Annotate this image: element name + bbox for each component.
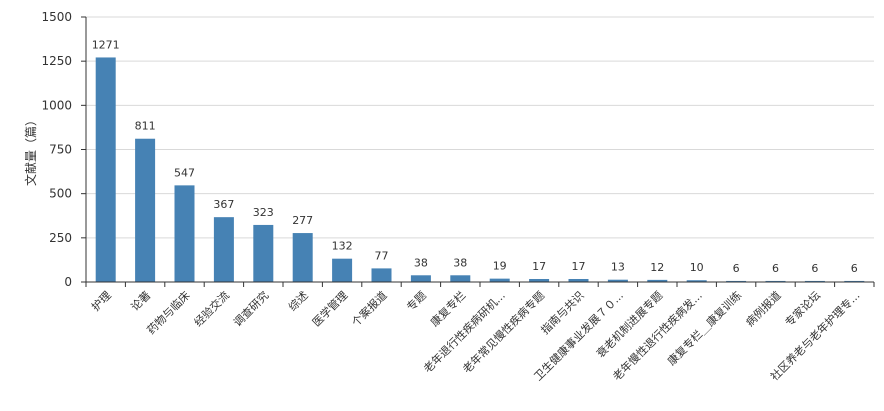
x-tick-label: 康复专栏	[427, 288, 468, 329]
bar-value-label: 547	[174, 166, 195, 179]
gridlines	[86, 16, 874, 239]
bar-value-label: 17	[532, 260, 546, 273]
bar-value-label: 6	[851, 262, 858, 275]
bar[interactable]	[253, 224, 274, 282]
x-tick-label: 专家论坛	[782, 288, 823, 329]
bar-value-label: 277	[292, 214, 313, 227]
bar[interactable]	[765, 280, 786, 282]
bar-value-label: 132	[332, 240, 353, 253]
y-axis-label: 文献量（篇）	[23, 114, 38, 186]
bar[interactable]	[607, 279, 628, 282]
x-tick-label: 调查研究	[230, 288, 271, 329]
x-tick-label: 药物与临床	[144, 288, 193, 337]
bar-value-label: 367	[213, 198, 234, 211]
bar[interactable]	[213, 217, 234, 282]
bar-value-label: 811	[135, 120, 156, 133]
bar[interactable]	[726, 280, 747, 282]
data-labels: 1271 811 547 367 323 277 132 77 38 38 19 17 17 13 12 10…	[92, 38, 858, 274]
bar-value-label: 17	[572, 260, 586, 273]
bar-value-label: 12	[650, 261, 664, 274]
y-tick-label: 250	[49, 231, 72, 245]
bar[interactable]	[95, 57, 116, 282]
bar-value-label: 6	[811, 262, 818, 275]
bar[interactable]	[844, 280, 865, 282]
x-tick-label: 专题	[404, 288, 429, 313]
x-tick-label: 医学管理	[309, 288, 350, 329]
bar[interactable]	[135, 138, 156, 282]
x-tick-label: 病例报道	[743, 288, 784, 329]
y-tick-label: 1250	[41, 54, 72, 68]
bar-value-label: 1271	[92, 38, 120, 51]
x-tick-label: 护理	[88, 288, 113, 313]
bar[interactable]	[371, 268, 392, 282]
y-tick-label: 500	[49, 187, 72, 201]
bar-value-label: 13	[611, 261, 625, 274]
bar[interactable]	[804, 280, 825, 282]
bar[interactable]	[647, 279, 668, 282]
bar[interactable]	[568, 278, 589, 282]
x-tick-label: 个案报道	[349, 288, 390, 329]
x-tick-label: 综述	[285, 288, 310, 313]
bar[interactable]	[529, 278, 550, 282]
bar[interactable]	[174, 185, 195, 282]
bar[interactable]	[489, 278, 510, 282]
bar[interactable]	[292, 233, 313, 282]
y-axis-ticks: 0 250 500 750 1000 1250 1500	[41, 10, 86, 289]
bar-value-label: 77	[375, 249, 389, 262]
x-tick-label: 康复专栏＿康复训练	[664, 288, 744, 368]
bar[interactable]	[686, 280, 707, 282]
bar-value-label: 38	[414, 256, 428, 269]
bar[interactable]	[410, 275, 431, 282]
bar-value-label: 6	[733, 262, 740, 275]
axes	[85, 17, 874, 283]
bar[interactable]	[332, 258, 353, 282]
y-tick-label: 0	[64, 275, 72, 289]
bar-value-label: 6	[772, 262, 779, 275]
bar[interactable]	[450, 275, 471, 282]
x-tick-label: 经验交流	[191, 288, 232, 329]
bar-value-label: 323	[253, 206, 274, 219]
y-tick-label: 750	[49, 143, 72, 157]
y-tick-label: 1000	[41, 98, 72, 112]
bar-value-label: 38	[453, 256, 467, 269]
y-tick-label: 1500	[41, 10, 72, 24]
x-tick-label: 衰老机制进展专题	[593, 288, 665, 360]
bar-value-label: 10	[690, 261, 704, 274]
bar-value-label: 19	[493, 260, 507, 273]
x-tick-label: 论著	[128, 288, 153, 313]
bars	[95, 57, 865, 282]
